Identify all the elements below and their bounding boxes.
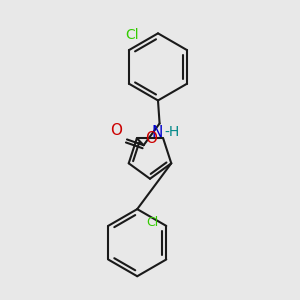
Text: -H: -H	[164, 125, 179, 139]
Text: Cl: Cl	[125, 28, 139, 42]
Text: O: O	[110, 123, 122, 138]
Text: O: O	[145, 131, 157, 146]
Text: Cl: Cl	[146, 216, 158, 229]
Text: N: N	[151, 125, 163, 140]
